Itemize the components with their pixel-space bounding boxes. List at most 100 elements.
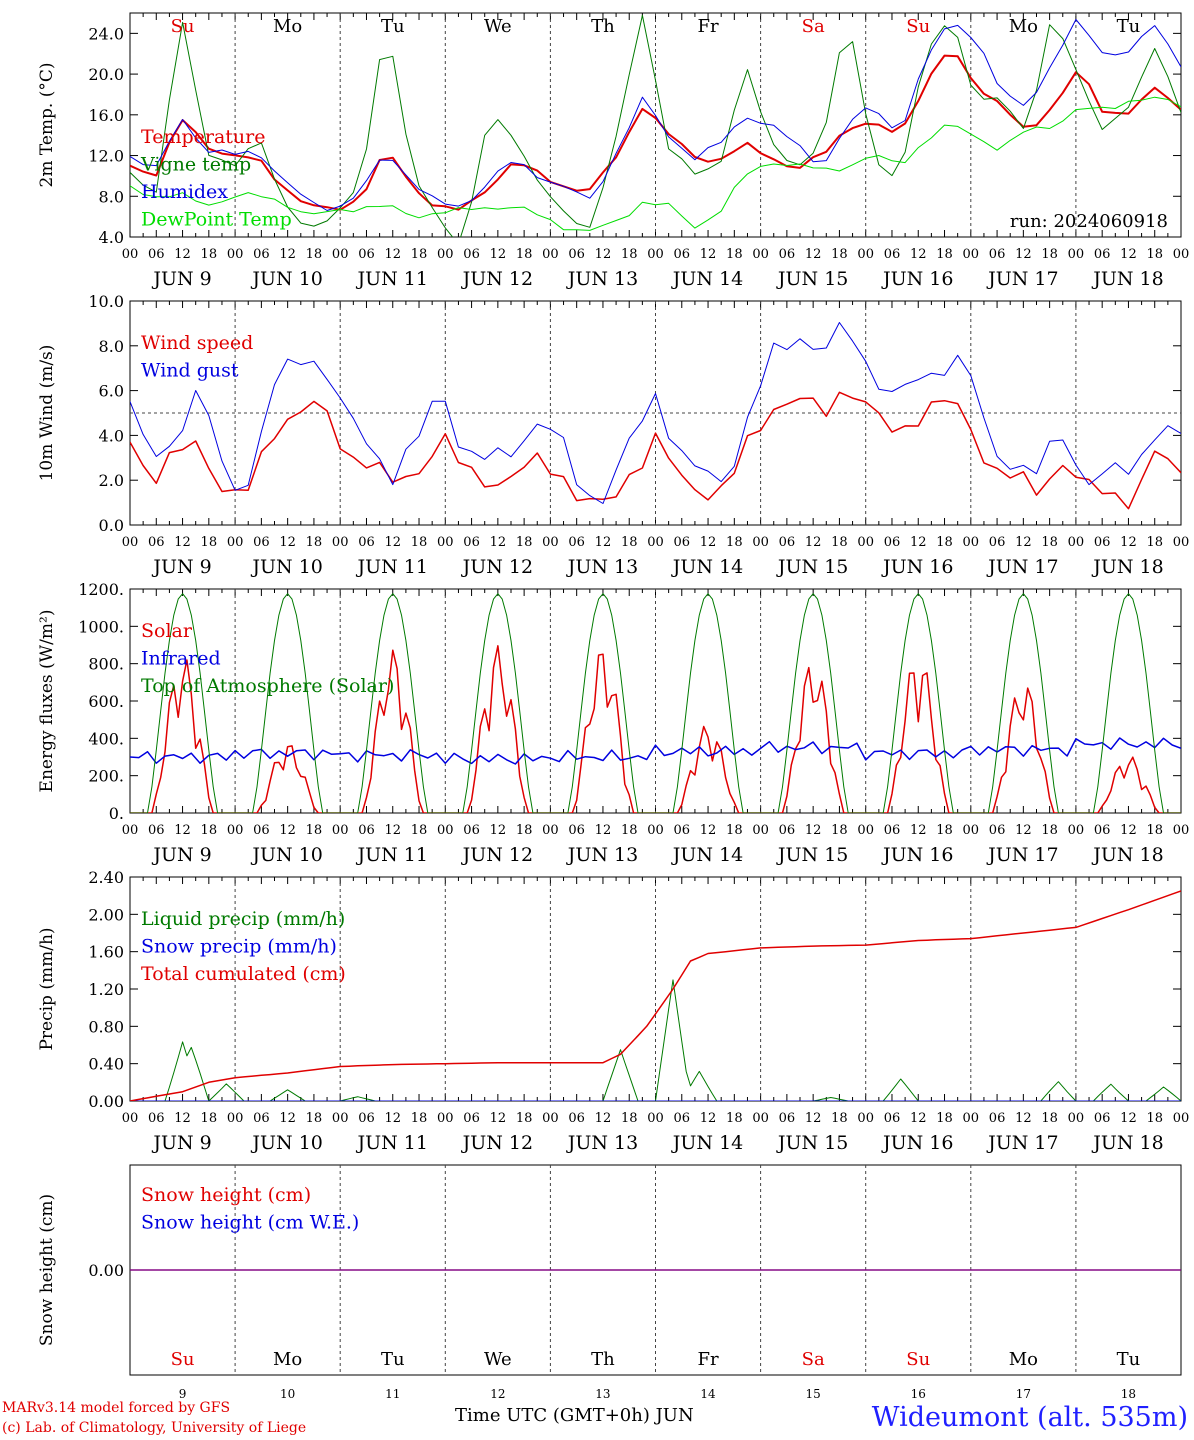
hour-label: 06 (779, 823, 796, 838)
y-tick-label: 4.0 (99, 426, 124, 445)
hour-label: 18 (831, 247, 848, 262)
day-number-label: 15 (806, 1387, 821, 1400)
series-humidex (130, 19, 1181, 211)
day-number-label: 9 (179, 1387, 187, 1400)
series-group (130, 890, 1181, 1101)
hour-label: 12 (700, 823, 717, 838)
hour-label: 18 (726, 535, 743, 550)
hour-label: 18 (516, 535, 533, 550)
date-label: JUN 17 (986, 556, 1058, 578)
y-tick-label: 0.40 (88, 1055, 124, 1074)
lab-credit: (c) Lab. of Climatology, University of L… (2, 1420, 307, 1436)
weekday-label: Fr (698, 1349, 719, 1370)
y-tick-label: 200. (88, 767, 124, 786)
hour-label: 12 (279, 823, 296, 838)
weekday-label: Mo (273, 1349, 302, 1370)
hour-label: 06 (779, 247, 796, 262)
hour-label: 06 (884, 1111, 901, 1126)
hour-label: 00 (1068, 823, 1085, 838)
date-label: JUN 13 (566, 268, 638, 290)
hour-label: 06 (674, 823, 691, 838)
y-tick-label: 600. (88, 692, 124, 711)
y-tick-label: 8.0 (99, 187, 124, 206)
weekday-label: Fr (698, 16, 719, 37)
weekday-label: We (484, 1349, 512, 1370)
weekday-label: Th (591, 16, 615, 37)
hour-label: 18 (516, 247, 533, 262)
hour-label: 06 (568, 535, 585, 550)
hour-label: 06 (1094, 823, 1111, 838)
hour-label: 00 (857, 247, 874, 262)
weekday-label: We (484, 16, 512, 37)
hour-label: 12 (1015, 1111, 1032, 1126)
date-label: JUN 15 (776, 268, 848, 290)
hour-label: 18 (201, 1111, 218, 1126)
date-label: JUN 15 (776, 844, 848, 866)
hour-label: 18 (621, 1111, 638, 1126)
y-tick-label: 1.20 (88, 980, 124, 999)
hour-label: 00 (1068, 535, 1085, 550)
date-label: JUN 11 (356, 268, 428, 290)
hour-label: 18 (306, 1111, 323, 1126)
hour-label: 06 (568, 247, 585, 262)
legend-solar: Solar (141, 620, 193, 642)
hour-label: 12 (174, 1111, 191, 1126)
hour-label: 00 (122, 535, 139, 550)
hour-label: 00 (542, 535, 559, 550)
date-label: JUN 9 (151, 268, 211, 290)
hour-label: 00 (1173, 823, 1190, 838)
hour-label: 12 (174, 823, 191, 838)
day-number-label: 13 (595, 1387, 610, 1400)
hour-label: 12 (700, 247, 717, 262)
date-label: JUN 9 (151, 556, 211, 578)
hour-label: 00 (963, 247, 980, 262)
station-name: Wideumont (alt. 535m) (871, 1402, 1188, 1433)
hour-label: 00 (542, 247, 559, 262)
hour-label: 06 (358, 823, 375, 838)
hour-label: 00 (437, 1111, 454, 1126)
weekday-label: Sa (802, 16, 825, 37)
date-label: JUN 12 (461, 268, 533, 290)
run-annotation: run: 2024060918 (1010, 211, 1168, 232)
date-label: JUN 18 (1091, 556, 1163, 578)
hour-label: 18 (831, 823, 848, 838)
hour-label: 18 (201, 823, 218, 838)
y-tick-label: 12.0 (88, 147, 124, 166)
hour-label: 18 (621, 535, 638, 550)
hour-label: 00 (227, 535, 244, 550)
hour-label: 00 (857, 1111, 874, 1126)
plot-frame (129, 588, 1182, 814)
series-vigne-temp (130, 14, 1181, 237)
date-label: JUN 16 (881, 844, 953, 866)
hour-label: 12 (174, 247, 191, 262)
hour-label: 18 (411, 535, 428, 550)
hour-label: 06 (463, 823, 480, 838)
series-infrared (130, 737, 1181, 765)
legend-top-of-atmosphere-solar: Top of Atmosphere (Solar) (141, 675, 394, 697)
plot-frame (129, 12, 1182, 238)
model-credit: MARv3.14 model forced by GFS (2, 1400, 231, 1416)
weekday-label: Th (591, 1349, 615, 1370)
hour-label: 00 (1068, 247, 1085, 262)
series-wind-gust (130, 322, 1181, 504)
series-solar (130, 645, 1181, 813)
date-label: JUN 16 (881, 556, 953, 578)
series-top-of-atmosphere-solar (130, 593, 1181, 813)
hour-label: 06 (358, 1111, 375, 1126)
legend-temperature: Temperature (141, 126, 265, 148)
hour-label: 00 (752, 247, 769, 262)
y-tick-label: 0.80 (88, 1017, 124, 1036)
hour-label: 18 (1041, 1111, 1058, 1126)
hour-label: 06 (674, 1111, 691, 1126)
day-number-label: 10 (280, 1387, 295, 1400)
date-label: JUN 12 (461, 844, 533, 866)
hour-label: 18 (411, 247, 428, 262)
hour-label: 06 (253, 823, 270, 838)
hour-label: 00 (437, 247, 454, 262)
hour-label: 00 (227, 1111, 244, 1126)
hour-label: 18 (831, 1111, 848, 1126)
date-label: JUN 12 (461, 556, 533, 578)
legend-infrared: Infrared (141, 648, 221, 670)
series-wind-speed (130, 391, 1181, 510)
hour-label: 06 (148, 823, 165, 838)
